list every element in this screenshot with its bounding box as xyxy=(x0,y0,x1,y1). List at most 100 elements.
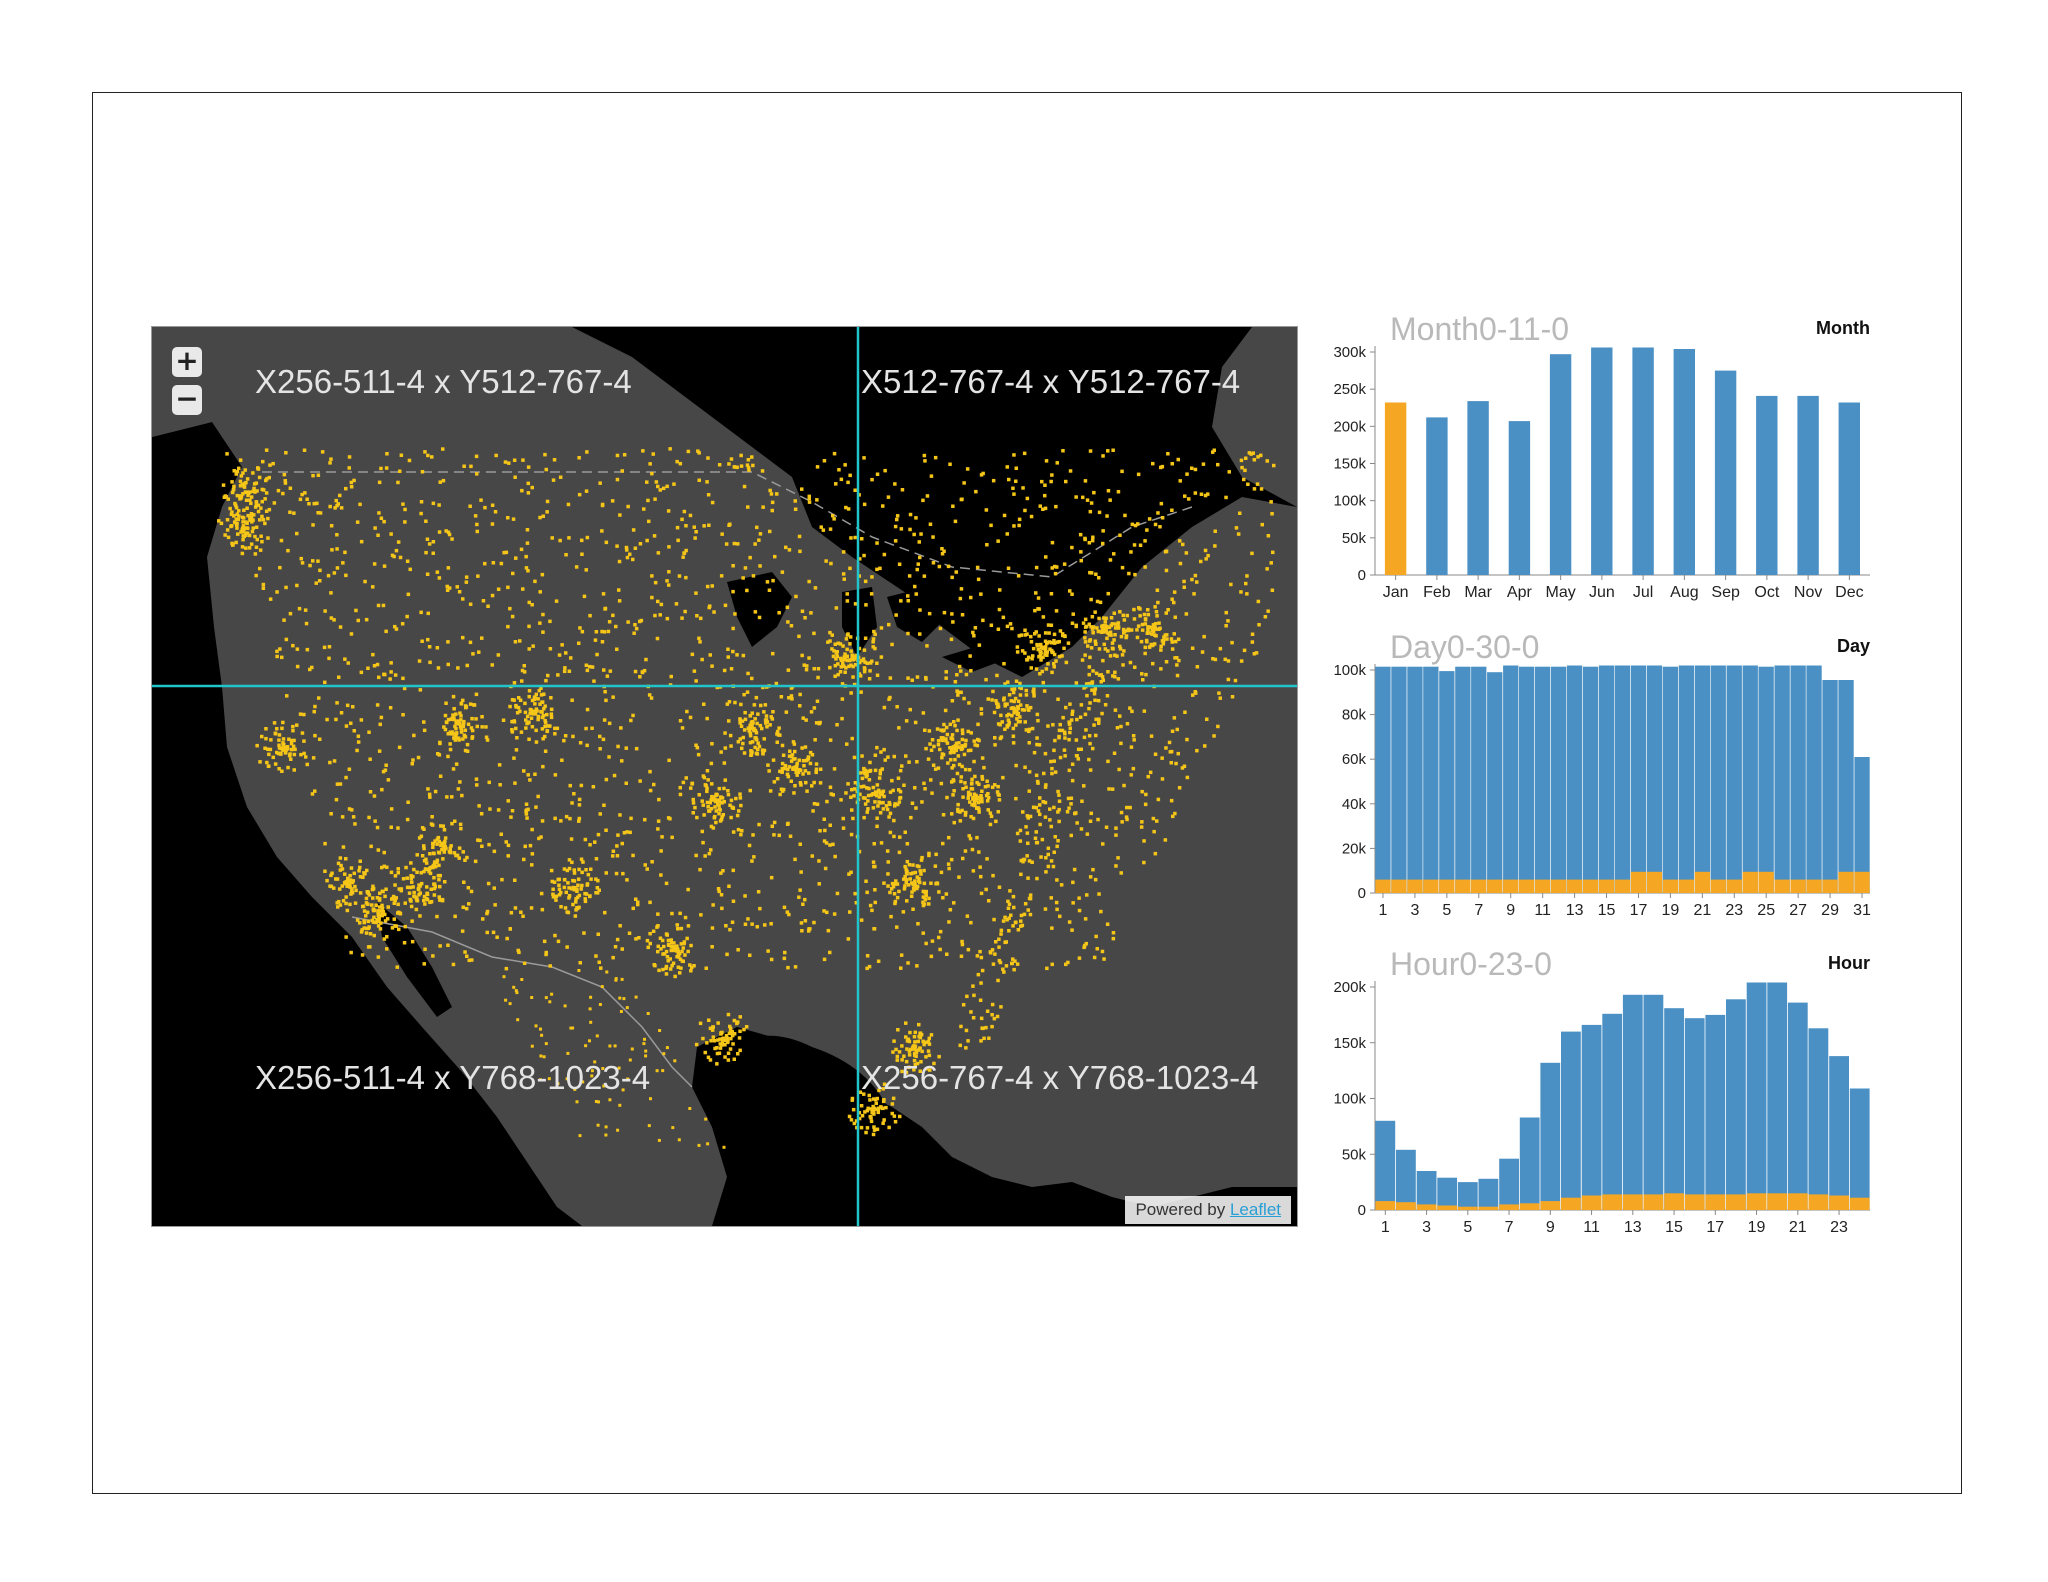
day-bar-selected[interactable] xyxy=(1551,879,1567,893)
month-bar[interactable] xyxy=(1797,395,1819,575)
day-bar[interactable] xyxy=(1566,665,1583,894)
day-bar[interactable] xyxy=(1519,666,1535,893)
day-bar[interactable] xyxy=(1854,757,1870,893)
day-bar-selected[interactable] xyxy=(1614,879,1631,893)
hour-bar[interactable] xyxy=(1726,999,1746,1210)
hour-bar[interactable] xyxy=(1684,1018,1705,1210)
hour-bar-selected[interactable] xyxy=(1664,1193,1684,1210)
day-bar-selected[interactable] xyxy=(1487,879,1503,893)
day-bar[interactable] xyxy=(1503,665,1519,894)
month-bar[interactable] xyxy=(1549,354,1572,575)
day-bar[interactable] xyxy=(1790,665,1806,894)
month-bar[interactable] xyxy=(1838,402,1860,576)
hour-bar[interactable] xyxy=(1437,1177,1458,1210)
month-bar[interactable] xyxy=(1714,370,1737,575)
day-bar-selected[interactable] xyxy=(1519,879,1535,893)
hour-bar-selected[interactable] xyxy=(1478,1206,1499,1210)
hour-bar-selected[interactable] xyxy=(1622,1194,1643,1210)
day-bar-selected[interactable] xyxy=(1566,879,1583,893)
hour-bar-selected[interactable] xyxy=(1767,1193,1788,1210)
day-bar-selected[interactable] xyxy=(1758,871,1774,893)
hour-bar-selected[interactable] xyxy=(1519,1203,1540,1210)
hour-bar-selected[interactable] xyxy=(1499,1204,1519,1210)
day-bar-selected[interactable] xyxy=(1710,879,1726,893)
day-bar-selected[interactable] xyxy=(1630,871,1647,893)
day-bar[interactable] xyxy=(1614,665,1631,894)
hour-bar[interactable] xyxy=(1808,1028,1829,1210)
day-bar[interactable] xyxy=(1630,665,1647,894)
hour-bar[interactable] xyxy=(1375,1120,1396,1210)
day-bar[interactable] xyxy=(1838,680,1854,893)
day-bar-selected[interactable] xyxy=(1694,871,1710,893)
hour-bar-selected[interactable] xyxy=(1581,1195,1602,1211)
month-bar[interactable] xyxy=(1756,395,1778,575)
hour-bar-selected[interactable] xyxy=(1808,1194,1829,1210)
leaflet-link[interactable]: Leaflet xyxy=(1229,1200,1281,1219)
day-bar-selected[interactable] xyxy=(1535,879,1551,893)
day-bar[interactable] xyxy=(1806,665,1822,894)
hour-bar-selected[interactable] xyxy=(1849,1197,1870,1210)
day-bar[interactable] xyxy=(1694,665,1710,894)
month-bar[interactable] xyxy=(1591,347,1613,576)
hour-bar[interactable] xyxy=(1767,982,1788,1211)
hour-bar[interactable] xyxy=(1602,1013,1623,1210)
map-canvas[interactable] xyxy=(152,327,1297,1226)
hour-bar-selected[interactable] xyxy=(1643,1194,1664,1210)
hour-bar-selected[interactable] xyxy=(1375,1201,1396,1210)
day-bar[interactable] xyxy=(1582,666,1599,893)
day-bar-selected[interactable] xyxy=(1375,879,1391,893)
day-bar-selected[interactable] xyxy=(1838,871,1854,893)
day-bar[interactable] xyxy=(1535,666,1551,893)
hour-bar[interactable] xyxy=(1396,1149,1416,1210)
day-bar-selected[interactable] xyxy=(1678,879,1694,893)
hour-bar[interactable] xyxy=(1561,1031,1581,1210)
hour-bar[interactable] xyxy=(1643,994,1664,1210)
day-bar-selected[interactable] xyxy=(1471,879,1487,893)
month-bar[interactable] xyxy=(1426,417,1448,575)
day-bar-selected[interactable] xyxy=(1822,879,1838,893)
hour-bar[interactable] xyxy=(1581,1024,1602,1210)
hour-bar-selected[interactable] xyxy=(1602,1194,1623,1210)
hour-bar-selected[interactable] xyxy=(1684,1194,1705,1210)
hour-bar-selected[interactable] xyxy=(1416,1204,1437,1210)
day-bar-selected[interactable] xyxy=(1503,879,1519,893)
day-bar[interactable] xyxy=(1678,665,1694,894)
day-bar[interactable] xyxy=(1758,666,1774,893)
day-bar[interactable] xyxy=(1710,665,1726,894)
hour-bar-selected[interactable] xyxy=(1787,1193,1808,1210)
hour-bar[interactable] xyxy=(1416,1171,1437,1210)
zoom-in-button[interactable]: + xyxy=(172,347,202,377)
day-bar[interactable] xyxy=(1487,672,1503,893)
hour-bar-selected[interactable] xyxy=(1540,1201,1561,1210)
hour-bar[interactable] xyxy=(1664,1008,1684,1210)
day-bar-selected[interactable] xyxy=(1598,879,1615,893)
hour-bar[interactable] xyxy=(1457,1182,1478,1210)
day-bar[interactable] xyxy=(1726,665,1742,894)
hour-bar-selected[interactable] xyxy=(1457,1206,1478,1210)
day-bar[interactable] xyxy=(1423,666,1439,893)
day-bar[interactable] xyxy=(1391,666,1407,893)
map-view[interactable]: + − X256-511-4 x Y512-767-4 X512-767-4 x… xyxy=(151,326,1298,1227)
zoom-out-button[interactable]: − xyxy=(172,385,202,415)
day-bar-selected[interactable] xyxy=(1423,879,1439,893)
day-bar[interactable] xyxy=(1774,665,1790,894)
day-bar-selected[interactable] xyxy=(1806,879,1822,893)
day-bar[interactable] xyxy=(1439,671,1455,893)
day-bar[interactable] xyxy=(1471,666,1487,893)
hour-bar-selected[interactable] xyxy=(1705,1194,1726,1210)
month-bar[interactable] xyxy=(1467,401,1489,575)
hour-bar-selected[interactable] xyxy=(1746,1193,1767,1210)
hour-bar[interactable] xyxy=(1540,1062,1561,1210)
hour-bar-selected[interactable] xyxy=(1829,1195,1849,1211)
day-bar-selected[interactable] xyxy=(1407,879,1423,893)
day-bar-selected[interactable] xyxy=(1790,879,1806,893)
day-bar[interactable] xyxy=(1598,665,1615,894)
hour-bar[interactable] xyxy=(1478,1178,1499,1210)
day-bar-selected[interactable] xyxy=(1391,879,1407,893)
day-bar-selected[interactable] xyxy=(1439,879,1455,893)
day-bar[interactable] xyxy=(1375,666,1391,893)
day-bar[interactable] xyxy=(1742,665,1758,894)
day-bar[interactable] xyxy=(1407,666,1423,893)
day-bar-selected[interactable] xyxy=(1774,879,1790,893)
month-bar[interactable] xyxy=(1673,349,1695,575)
